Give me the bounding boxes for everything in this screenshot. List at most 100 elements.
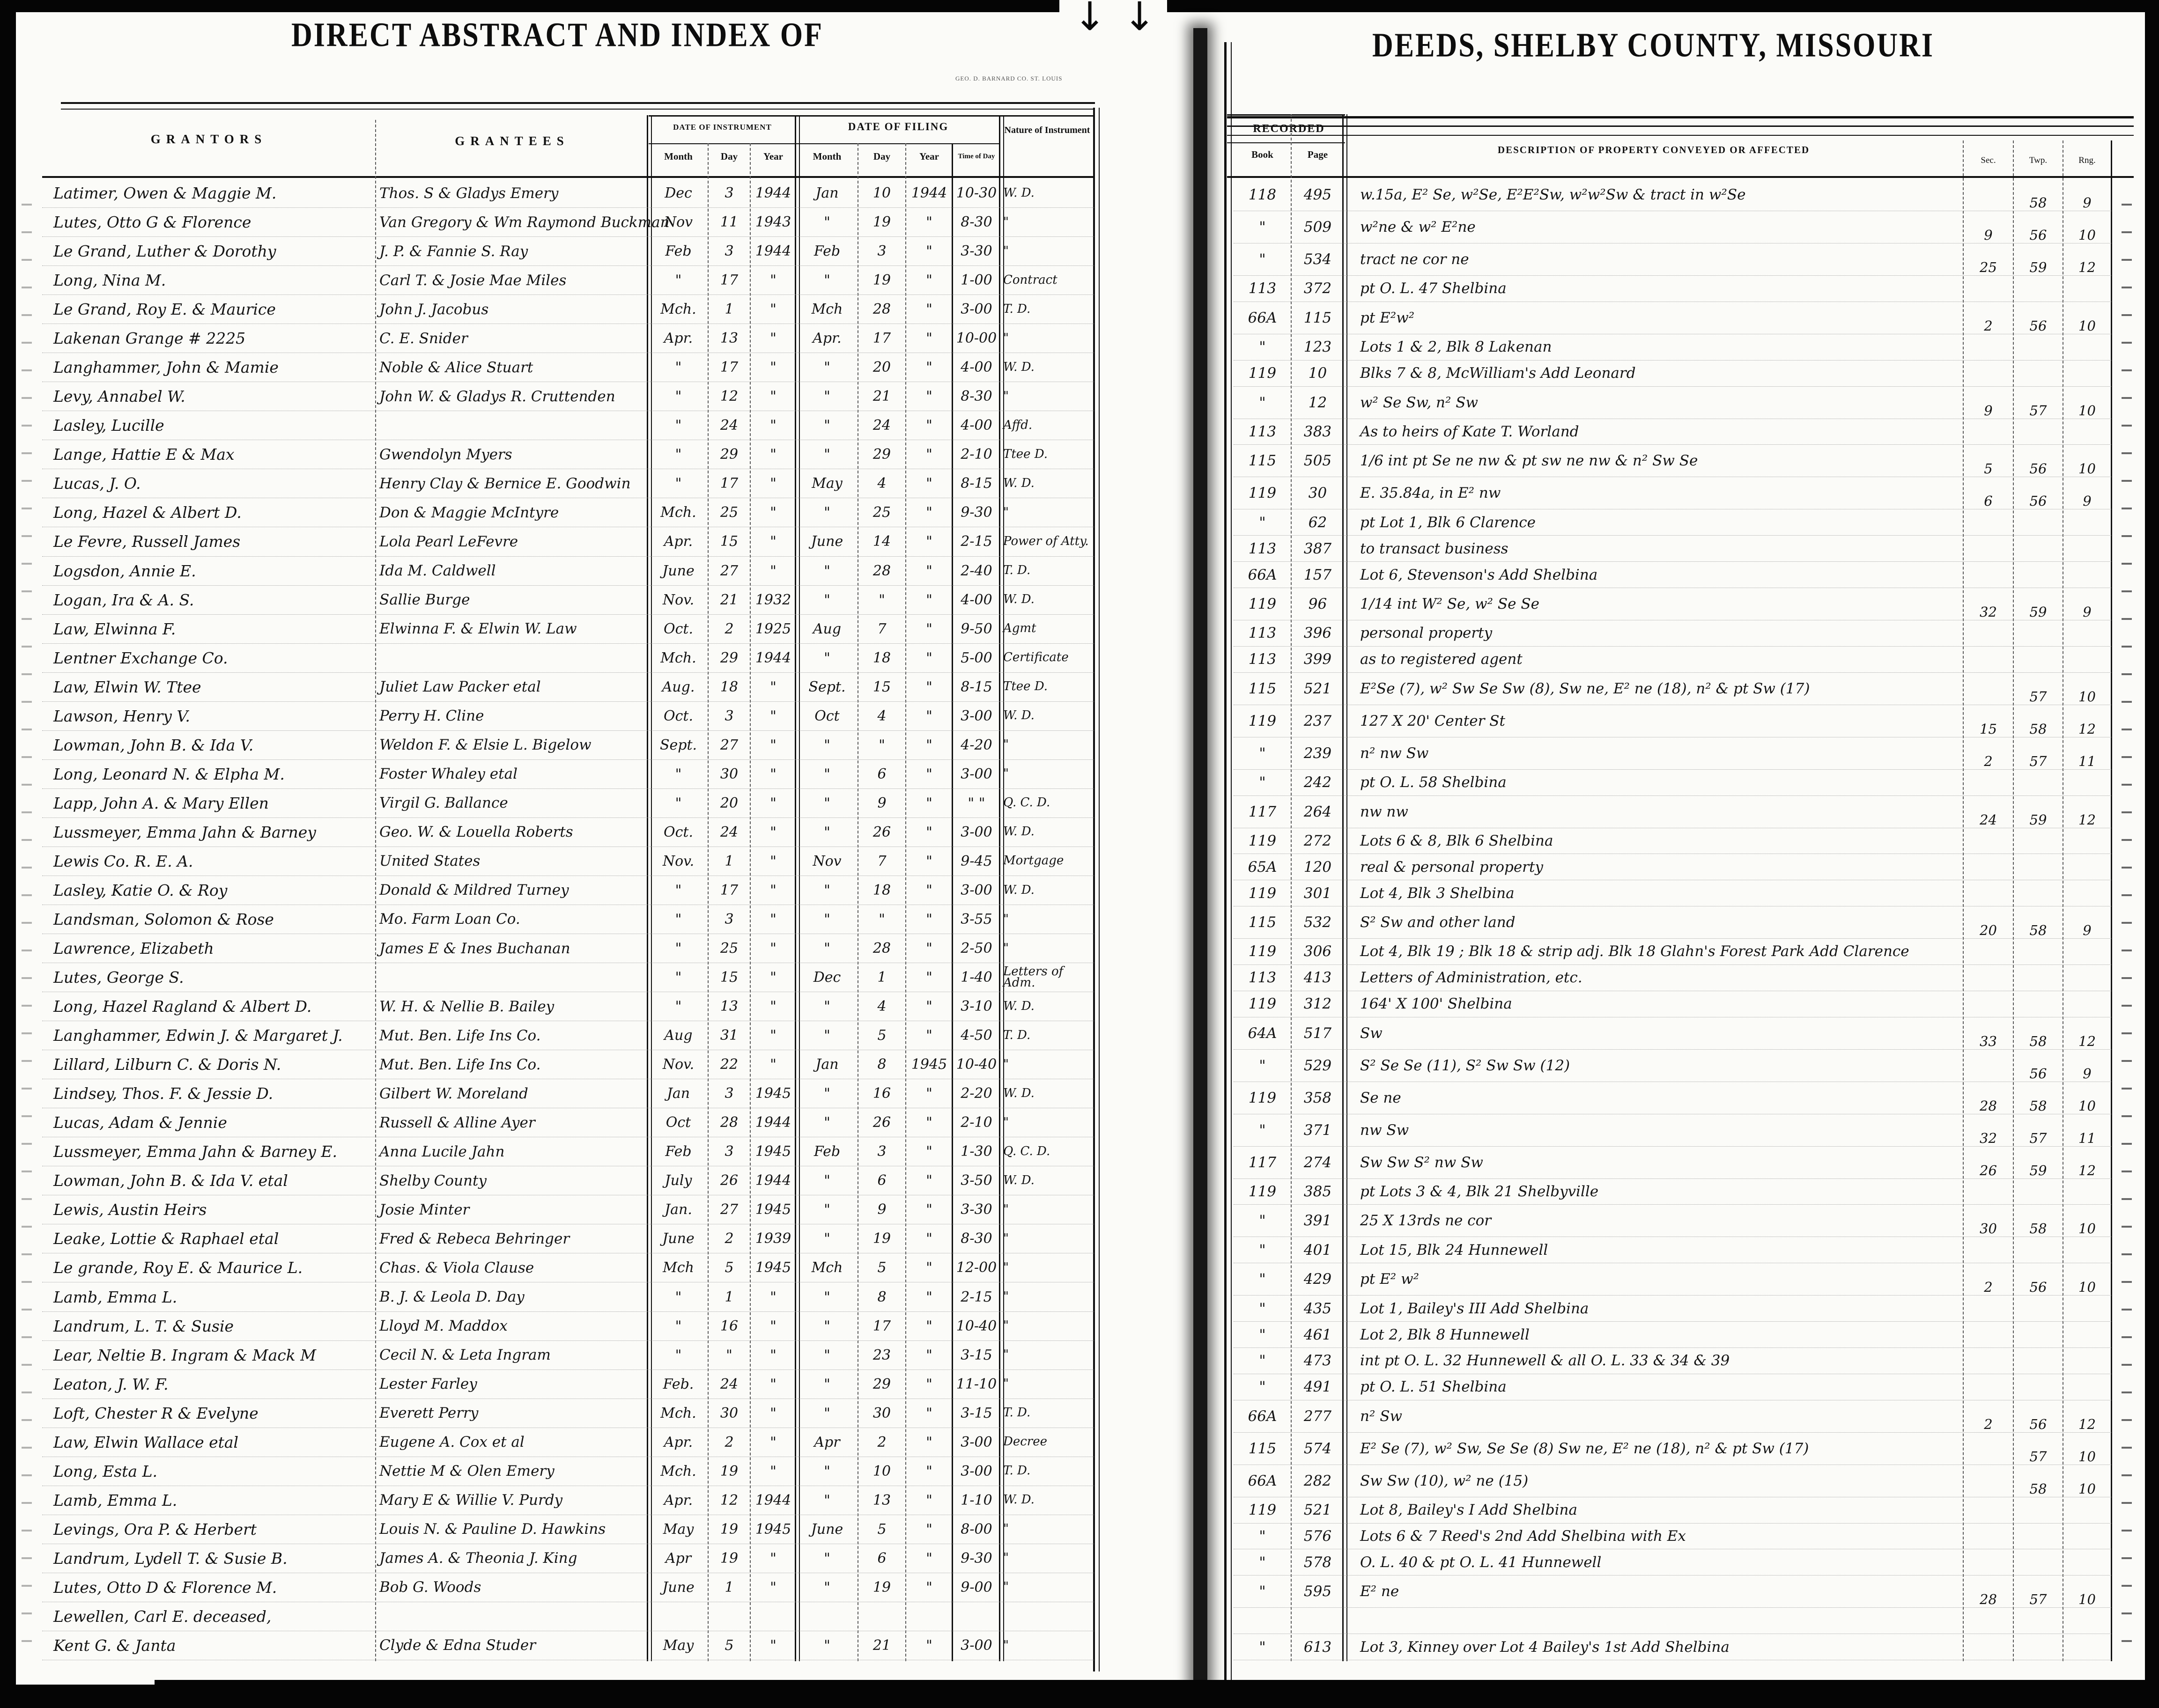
filing-month-cell: " [824, 766, 830, 782]
ledger-row-right-45: 66A 282 Sw Sw (10), w² ne (15) 58 10 [1234, 1465, 2111, 1497]
filing-month-cell: " [824, 1318, 830, 1334]
description-cell: personal property [1360, 625, 1493, 642]
ledger-row-left-47: Levings, Ora P. & Herbert Louis N. & Paul… [42, 1515, 1094, 1544]
grantor-cell: Logsdon, Annie E. [53, 561, 196, 580]
instrument-day-cell: 1 [725, 301, 734, 318]
twp-cell: 58 [2029, 922, 2047, 939]
instrument-month-cell: Mch. [660, 301, 696, 318]
rng-cell: 10 [2078, 1448, 2096, 1465]
filing-day-cell: 6 [877, 1550, 887, 1567]
filing-year-cell: " [926, 620, 932, 637]
rng-cell: 10 [2078, 227, 2096, 243]
book-cell: 119 [1248, 485, 1277, 502]
filing-day-cell: 8 [877, 1288, 887, 1305]
nature-cell: Ttee D. [1003, 447, 1048, 461]
filing-time-cell: 12-00 [956, 1259, 997, 1276]
instrument-year-cell: " [770, 533, 776, 550]
twp-cell: 57 [2029, 753, 2047, 769]
description-cell: E. 35.84a, in E² nw [1360, 485, 1501, 502]
filing-day-cell: 10 [872, 185, 891, 202]
page-cell: 401 [1303, 1241, 1332, 1259]
filing-month-cell: " [824, 562, 830, 579]
filing-day-cell: 4 [877, 475, 887, 492]
filing-year-cell: " [926, 911, 932, 928]
book-cell: " [1259, 1583, 1266, 1600]
rng-cell: 10 [2078, 317, 2096, 334]
ledger-row-right-46: 119 521 Lot 8, Bailey's I Add Shelbina [1234, 1497, 2111, 1524]
grantee-cell: Lola Pearl LeFevre [379, 533, 518, 550]
filing-year-cell: " [926, 1318, 932, 1334]
page-cell: 391 [1303, 1212, 1332, 1229]
description-cell: nw nw [1360, 803, 1408, 820]
filing-time-cell: 3-15 [961, 1405, 992, 1421]
description-cell: S² Sw and other land [1360, 914, 1516, 931]
column-rule [651, 115, 652, 1661]
grantor-cell: Latimer, Owen & Maggie M. [53, 184, 277, 203]
ledger-row-right-35: 119 385 pt Lots 3 & 4, Blk 21 Shelbyville [1234, 1179, 2111, 1205]
filing-day-cell: 26 [872, 824, 891, 840]
filing-year-cell: " [926, 1492, 932, 1509]
column-rule [2111, 140, 2112, 1661]
sec-cell [1963, 1184, 2013, 1200]
grantee-cell: Sallie Burge [379, 591, 470, 609]
page-cell: 96 [1308, 595, 1327, 612]
filing-year-cell: " [926, 272, 932, 289]
sec-cell [1963, 1473, 2013, 1489]
page-cell: 123 [1303, 339, 1332, 356]
nature-cell: Ttee D. [1003, 679, 1048, 694]
book-cell: " [1259, 339, 1266, 356]
instrument-month-cell: Feb [665, 1143, 692, 1160]
grantee-cell: Chas. & Viola Clause [379, 1259, 534, 1276]
filing-month-cell: " [824, 1027, 830, 1044]
description-cell: As to heirs of Kate T. Worland [1360, 423, 1579, 440]
page-edge-rule [1231, 42, 1232, 1681]
description-cell: Sw [1360, 1024, 1383, 1042]
nature-cell: " [1003, 1057, 1009, 1071]
grantor-cell: Long, Esta L. [53, 1462, 157, 1480]
rng-cell: 10 [2078, 688, 2096, 705]
grantor-cell: Lucas, J. O. [53, 474, 141, 493]
ledger-row-left-49: Lutes, Otto D & Florence M. Bob G. Woods J… [42, 1573, 1094, 1602]
filing-day-cell: 6 [877, 1172, 887, 1189]
instrument-month-cell: Aug. [662, 678, 695, 695]
filing-month-cell: Mch [811, 301, 843, 318]
ledger-row-right-18: 115 521 E²Se (7), w² Sw Se Sw (8), Sw ne, … [1234, 673, 2111, 705]
instrument-month-cell: Dec [665, 185, 692, 202]
ledger-row-right-12: " 62 pt Lot 1, Blk 6 Clarence [1234, 509, 2111, 536]
grantor-cell: Lentner Exchange Co. [53, 648, 228, 667]
book-cell: 113 [1248, 540, 1277, 557]
page-cell: 115 [1303, 309, 1332, 326]
subcol-book: Book [1251, 149, 1273, 160]
book-cell: " [1259, 1241, 1266, 1259]
nature-cell: W. D. [1003, 1173, 1035, 1187]
column-rule [795, 115, 796, 1661]
twp-cell [2013, 1379, 2063, 1395]
instrument-day-cell: 24 [720, 824, 739, 840]
twp-cell: 57 [2029, 402, 2047, 419]
right-page-rows: 118 495 w.15a, E² Se, w²Se, E²E²Sw, w²w²Sw… [1234, 179, 2111, 1660]
grantor-cell: Le Grand, Luther & Dorothy [53, 242, 276, 261]
sec-cell: 2 [1984, 753, 1993, 769]
book-cell: 118 [1248, 186, 1277, 203]
filing-day-cell: 28 [872, 301, 891, 318]
twp-cell [2013, 859, 2063, 875]
grantee-cell: Mut. Ben. Life Ins Co. [379, 1027, 541, 1044]
nature-cell: " [1003, 1347, 1009, 1362]
instrument-year-cell: " [770, 1434, 776, 1450]
instrument-day-cell: 13 [720, 998, 739, 1015]
rng-cell: 12 [2078, 721, 2096, 737]
twp-cell: 56 [2029, 227, 2047, 243]
ledger-row-left-38: Le grande, Roy E. & Maurice L. Chas. & Vi… [42, 1253, 1094, 1283]
filing-day-cell: 21 [872, 388, 891, 405]
filing-day-cell: 8 [877, 1056, 887, 1073]
ledger-row-right-36: " 391 25 X 13rds ne cor 30 58 10 [1234, 1205, 2111, 1237]
instrument-month-cell: Oct. [664, 620, 693, 637]
ledger-row-right-32: 119 358 Se ne 28 58 10 [1234, 1082, 2111, 1114]
twp-cell: 56 [2029, 1279, 2047, 1296]
page-cell: 495 [1303, 186, 1332, 203]
nature-cell: Letters of Adm. [1003, 964, 1064, 990]
instrument-year-cell: " [770, 1550, 776, 1567]
instrument-day-cell: 1 [725, 1288, 734, 1305]
grantor-cell: Lindsey, Thos. F. & Jessie D. [53, 1084, 274, 1103]
ledger-row-left-41: Lear, Neltie B. Ingram & Mack M Cecil N. … [42, 1341, 1094, 1370]
